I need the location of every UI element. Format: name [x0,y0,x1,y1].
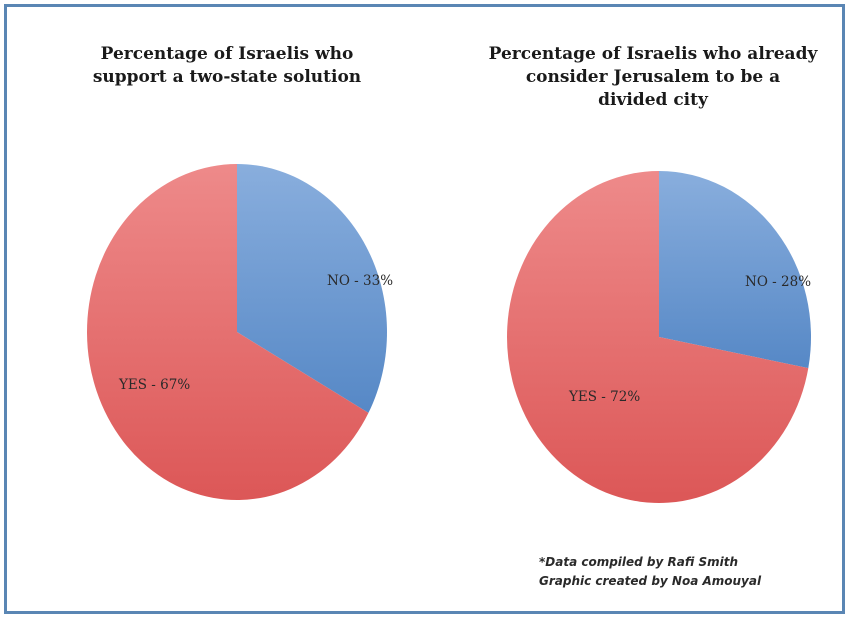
pie-chart-two-state: NO - 33% YES - 67% [87,164,393,500]
pie-chart-divided-city: NO - 28% YES - 72% [507,171,812,503]
chart-title-line: Percentage of Israelis who [100,44,354,64]
chart-title-line: divided city [598,90,708,110]
slice-label-no: NO - 28% [745,274,811,290]
chart-title-two-state: Percentage of Israelis who support a two… [57,43,397,89]
credits-data-source: *Data compiled by Rafi Smith [539,555,739,569]
chart-title-line: Percentage of Israelis who already [488,44,818,64]
chart-title-divided-city: Percentage of Israelis who already consi… [467,43,839,112]
chart-title-line: consider Jerusalem to be a [525,67,781,87]
infographic-frame: Percentage of Israelis who support a two… [4,4,845,614]
pie-slice-yes [507,171,809,503]
slice-label-yes: YES - 72% [568,389,640,405]
credits-graphic-author: Graphic created by Noa Amouyal [539,574,762,588]
slice-label-yes: YES - 67% [118,377,190,393]
pie-slice-no [237,164,388,413]
pie-slice-yes [87,164,369,500]
credits: *Data compiled by Rafi Smith Graphic cre… [539,553,761,591]
chart-title-line: support a two-state solution [92,67,362,87]
slice-label-no: NO - 33% [327,273,393,289]
pie-slice-no [659,171,812,369]
